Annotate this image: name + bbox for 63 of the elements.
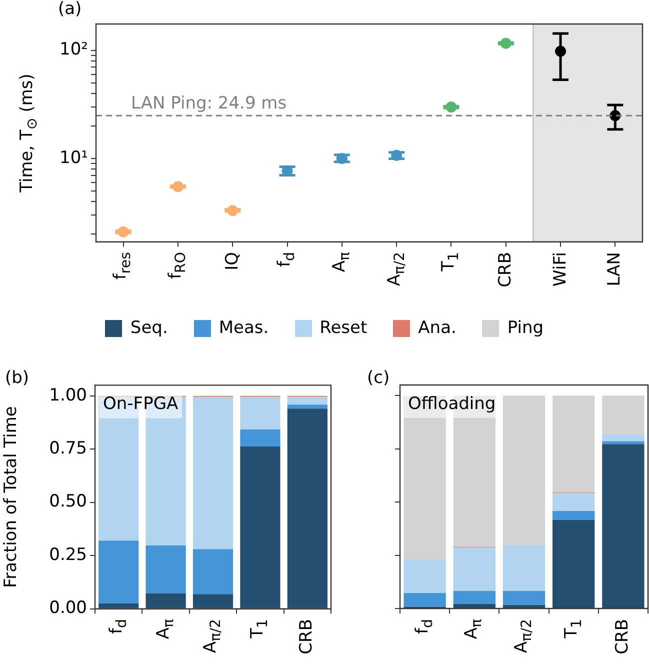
point (500, 38, 512, 49)
bar (404, 558, 446, 593)
point (172, 181, 184, 192)
y-tick-label: 0.75 (49, 438, 87, 459)
point (336, 153, 348, 164)
y-tick-label: 10² (60, 40, 88, 60)
bar (453, 590, 496, 604)
bar (602, 444, 644, 608)
bar (552, 493, 595, 512)
chart-title: (a) (58, 0, 82, 19)
chart-title: (c) (367, 368, 390, 388)
bar (240, 446, 280, 608)
bar (192, 549, 234, 594)
legend-label: Ping (507, 318, 544, 338)
y-tick-label: 10¹ (60, 148, 88, 168)
bar (404, 592, 446, 607)
x-tick-label: CRB (297, 618, 318, 654)
chart-title: (b) (5, 368, 30, 388)
point (227, 205, 238, 216)
y-tick-label: 0.25 (49, 544, 87, 565)
bar (287, 408, 328, 608)
bar (240, 396, 280, 430)
bar (552, 511, 595, 520)
bar (287, 396, 328, 405)
y-tick-label: 0.00 (49, 598, 87, 618)
bar (552, 520, 595, 608)
ref-line-label: LAN Ping: 24.9 ms (131, 94, 287, 114)
bar (502, 604, 546, 608)
bar (287, 404, 328, 409)
bar (240, 429, 280, 447)
point (118, 226, 129, 238)
x-tick-label: CRB (612, 618, 633, 654)
y-axis-title: Fraction of Total Time (1, 406, 21, 588)
point (555, 46, 566, 57)
y-tick-label: 1.00 (49, 385, 87, 406)
bar (146, 593, 186, 608)
bar (602, 434, 644, 442)
bar (453, 548, 496, 591)
legend-label: Reset (320, 318, 368, 338)
y-tick-label: 0.50 (49, 492, 87, 512)
bar (98, 540, 139, 604)
x-tick-label: LAN (604, 252, 625, 286)
point (391, 150, 402, 161)
point (446, 102, 457, 113)
x-tick-label: WiFi (550, 252, 570, 286)
annotation: On-FPGA (103, 394, 178, 414)
annotation: Offloading (408, 394, 496, 414)
legend-label: Meas. (218, 318, 269, 338)
bar (453, 604, 496, 608)
bar (602, 441, 644, 444)
bar (502, 545, 546, 591)
legend-label: Ana. (418, 318, 456, 338)
x-tick-label: CRB (496, 252, 516, 288)
bar (192, 396, 234, 550)
bar (502, 590, 546, 605)
bar (502, 396, 546, 546)
x-tick-label: IQ (222, 252, 242, 270)
bar (146, 545, 186, 594)
bar (98, 603, 139, 608)
bar (192, 594, 234, 608)
bar (552, 396, 595, 492)
bar (602, 396, 644, 434)
legend-label: Seq. (130, 318, 168, 338)
